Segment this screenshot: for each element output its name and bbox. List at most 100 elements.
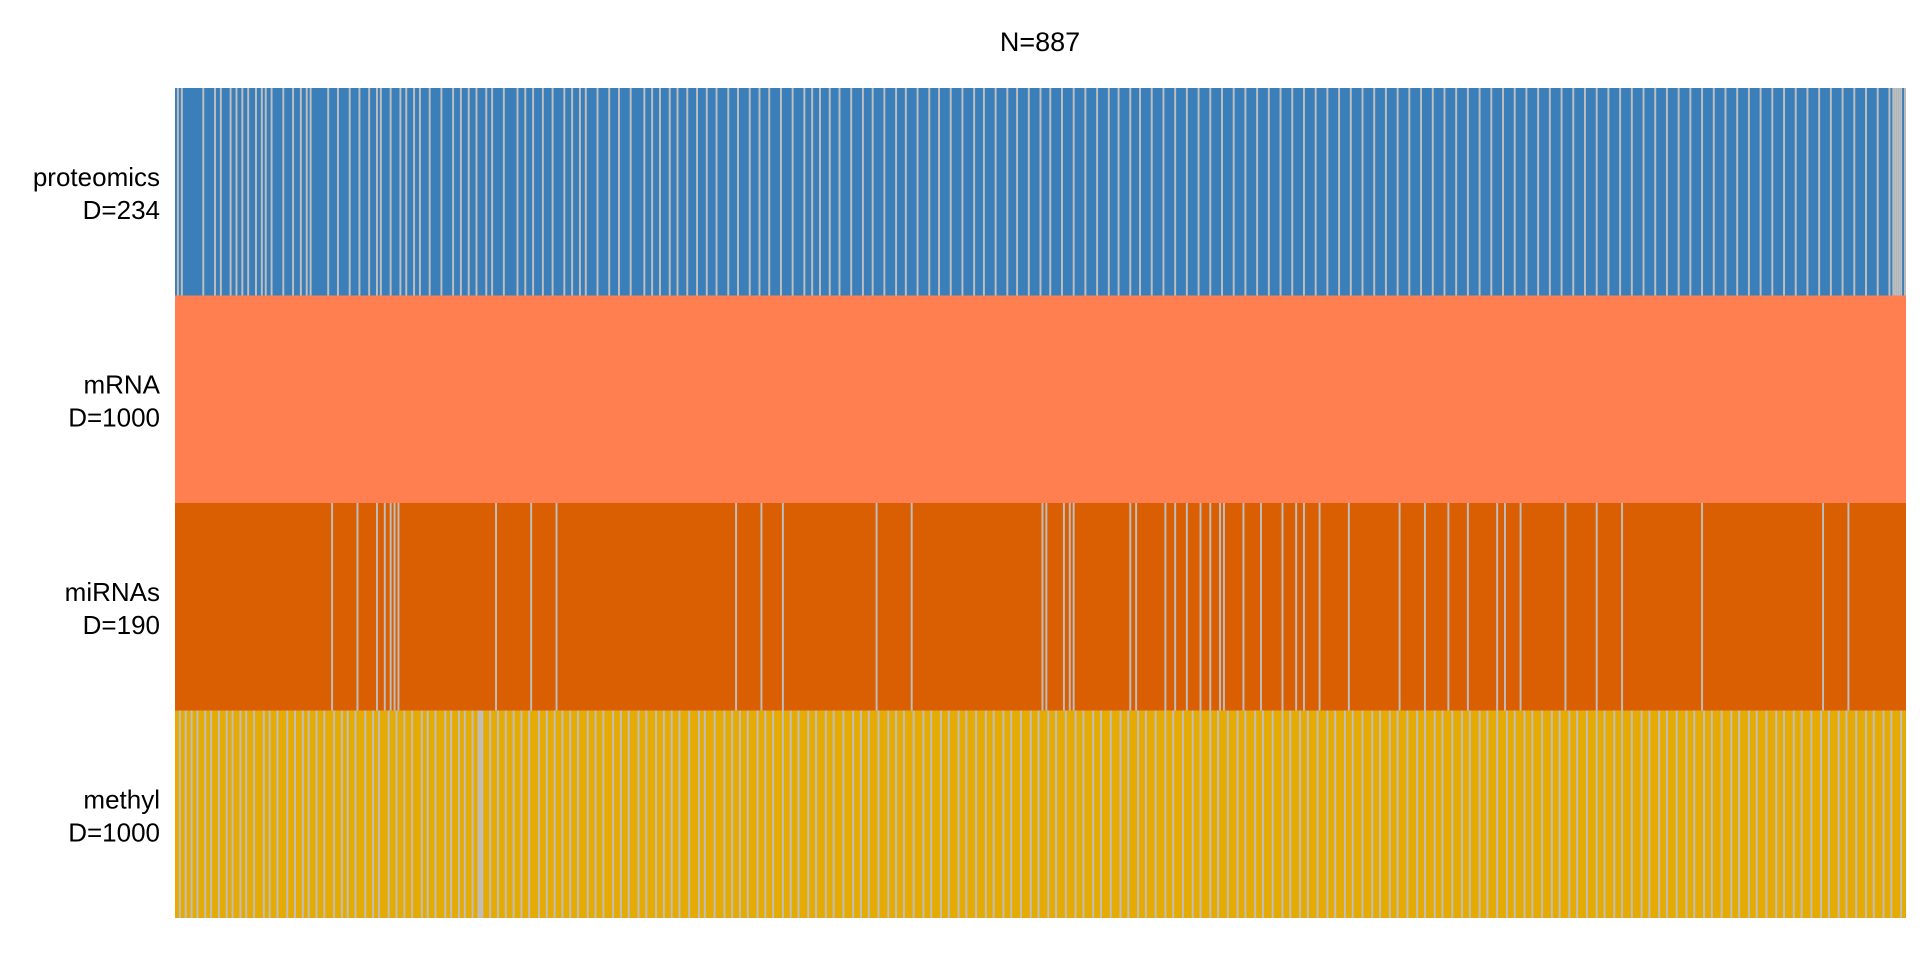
missing-cell bbox=[1326, 88, 1329, 296]
missing-cell bbox=[1062, 503, 1065, 711]
missing-cell bbox=[555, 503, 558, 711]
missing-cell bbox=[1302, 88, 1305, 296]
missing-cell bbox=[1584, 88, 1586, 296]
missing-cell bbox=[1396, 710, 1399, 918]
missing-cell bbox=[1371, 710, 1374, 918]
missing-cell bbox=[231, 710, 234, 918]
missing-cell bbox=[1827, 710, 1830, 918]
missing-cell bbox=[1665, 88, 1668, 296]
missing-cell bbox=[1841, 88, 1844, 296]
missing-cell bbox=[309, 88, 312, 296]
missing-cell bbox=[1068, 503, 1071, 711]
missing-cell bbox=[1060, 88, 1063, 296]
missing-cell bbox=[346, 710, 349, 918]
missing-cell bbox=[294, 710, 296, 918]
missing-cell bbox=[426, 710, 429, 918]
missing-cell bbox=[1209, 503, 1212, 711]
missing-cell bbox=[1262, 710, 1264, 918]
row-label-methyl: methyl bbox=[83, 784, 160, 814]
missing-cell bbox=[1640, 710, 1643, 918]
missing-cell bbox=[383, 503, 386, 711]
missing-cell bbox=[781, 710, 784, 918]
missing-cell bbox=[340, 710, 343, 918]
missing-cell bbox=[1139, 88, 1141, 296]
missing-cell bbox=[255, 88, 257, 296]
missing-cell bbox=[1677, 88, 1680, 296]
missing-cell bbox=[824, 710, 827, 918]
missing-cell bbox=[1279, 88, 1282, 296]
missing-cell bbox=[1041, 503, 1044, 711]
missing-cell bbox=[1209, 710, 1212, 918]
missing-cell bbox=[477, 710, 480, 918]
missing-cell bbox=[994, 88, 997, 296]
missing-cell bbox=[336, 88, 339, 296]
missing-cell bbox=[1244, 88, 1247, 296]
missing-cell bbox=[1037, 710, 1040, 918]
missing-cell bbox=[1710, 710, 1713, 918]
missing-cell bbox=[1619, 88, 1622, 296]
missing-cell bbox=[323, 710, 326, 918]
missing-cell bbox=[1720, 710, 1723, 918]
missing-cell bbox=[1496, 503, 1499, 711]
missing-cell bbox=[727, 88, 730, 296]
missing-cell bbox=[1379, 710, 1382, 918]
missing-cell bbox=[1416, 710, 1419, 918]
missing-cell bbox=[444, 710, 447, 918]
missing-cell bbox=[1505, 710, 1508, 918]
row-miRNAs bbox=[175, 503, 1906, 711]
missing-cell bbox=[1092, 710, 1095, 918]
missing-cell bbox=[957, 710, 960, 918]
missing-cell bbox=[376, 503, 378, 711]
missing-cell bbox=[811, 88, 814, 296]
missing-cell bbox=[1045, 503, 1048, 711]
missing-cell bbox=[1164, 503, 1167, 711]
missing-cell bbox=[1197, 88, 1200, 296]
missing-cell bbox=[440, 88, 443, 296]
missing-cell bbox=[1466, 88, 1469, 296]
missing-cell bbox=[1433, 710, 1436, 918]
row-proteomics bbox=[175, 88, 1906, 296]
missing-cell bbox=[1384, 88, 1387, 296]
missing-cell bbox=[241, 88, 244, 296]
rows-layer bbox=[175, 88, 1906, 918]
missing-cell bbox=[1595, 503, 1598, 711]
missing-cell bbox=[1701, 88, 1704, 296]
missing-cell bbox=[850, 88, 853, 296]
missing-cell bbox=[1525, 88, 1528, 296]
missing-cell bbox=[1244, 710, 1247, 918]
missing-cell bbox=[1513, 710, 1516, 918]
missing-cell bbox=[1738, 710, 1741, 918]
missing-cell bbox=[541, 88, 544, 296]
missing-cell bbox=[1613, 710, 1616, 918]
row-band-methyl bbox=[175, 710, 1906, 918]
missing-cell bbox=[1049, 88, 1052, 296]
missing-cell bbox=[1564, 503, 1567, 711]
missing-cell bbox=[1523, 710, 1526, 918]
missing-cell bbox=[1055, 710, 1058, 918]
missing-cell bbox=[358, 88, 361, 296]
missing-cell bbox=[1306, 710, 1309, 918]
missing-cell bbox=[1199, 710, 1202, 918]
missing-cell bbox=[219, 88, 222, 296]
missing-cell bbox=[1447, 503, 1450, 711]
missing-cell bbox=[479, 710, 482, 918]
missing-cell bbox=[1503, 503, 1506, 711]
missing-cell bbox=[789, 710, 792, 918]
missing-cell bbox=[1783, 88, 1785, 296]
missing-cell bbox=[1847, 503, 1850, 711]
missing-cell bbox=[1486, 710, 1489, 918]
missing-cell bbox=[1882, 710, 1885, 918]
missing-cell bbox=[1896, 88, 1899, 296]
missing-cell bbox=[299, 88, 302, 296]
missing-cell bbox=[768, 88, 771, 296]
missing-cell bbox=[1736, 88, 1739, 296]
missing-cell bbox=[584, 88, 587, 296]
missing-cell bbox=[1343, 710, 1346, 918]
missing-cell bbox=[723, 710, 726, 918]
missing-cell bbox=[504, 710, 507, 918]
missing-cell bbox=[571, 88, 574, 296]
missing-cell bbox=[703, 710, 706, 918]
missing-cell bbox=[1420, 88, 1423, 296]
missing-cell bbox=[397, 503, 400, 711]
missing-cell bbox=[176, 88, 179, 296]
